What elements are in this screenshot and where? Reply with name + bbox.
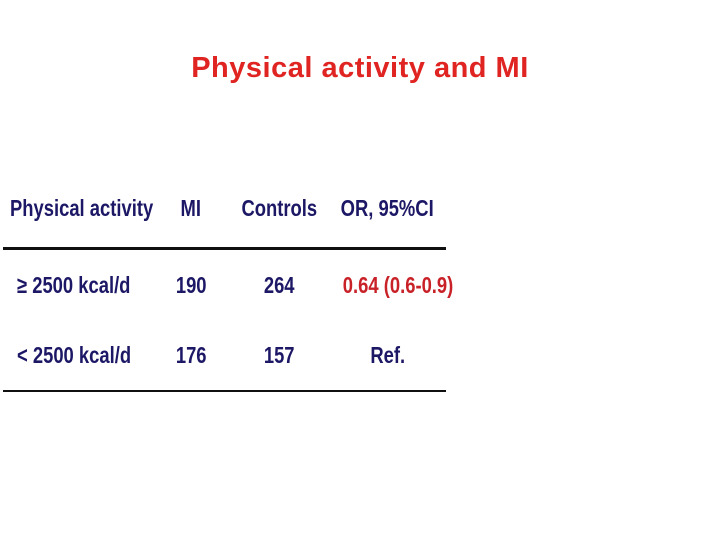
cell-mi: 190	[153, 272, 229, 299]
cell-mi: 176	[153, 342, 229, 369]
header-label-mi: MI	[180, 195, 202, 221]
cell-or-value: Ref.	[370, 341, 405, 368]
header-cell-activity: Physical activity	[3, 195, 153, 222]
cell-or: 0.64 (0.6-0.9)	[329, 272, 453, 299]
table-row-low-activity: < 2500 kcal/d 176 157 Ref.	[3, 320, 446, 390]
page-title: Physical activity and MI	[191, 52, 529, 84]
header-label-controls: Controls	[241, 195, 317, 221]
cell-or-value: 0.64 (0.6-0.9)	[342, 271, 454, 298]
cell-controls: 157	[229, 342, 329, 369]
header-label-or: OR, 95%CI	[340, 195, 435, 221]
cell-or: Ref.	[329, 342, 446, 369]
header-cell-mi: MI	[153, 195, 229, 222]
header-cell-or: OR, 95%CI	[329, 195, 446, 222]
cell-mi-value: 190	[175, 271, 207, 298]
cell-mi-value: 176	[175, 341, 207, 368]
cell-activity: < 2500 kcal/d	[3, 342, 153, 369]
header-cell-controls: Controls	[229, 195, 329, 222]
results-table: Physical activity MI Controls OR, 95%CI …	[3, 170, 453, 392]
cell-activity-value: ≥ 2500 kcal/d	[17, 271, 131, 298]
cell-controls-value: 264	[263, 271, 295, 298]
cell-activity: ≥ 2500 kcal/d	[3, 272, 153, 299]
header-label-activity: Physical activity	[10, 195, 154, 221]
cell-controls-value: 157	[263, 341, 295, 368]
table-row-high-activity: ≥ 2500 kcal/d 190 264 0.64 (0.6-0.9)	[3, 250, 453, 320]
table-header-row: Physical activity MI Controls OR, 95%CI	[3, 170, 446, 247]
cell-activity-value: < 2500 kcal/d	[17, 341, 132, 368]
table-bottom-divider	[3, 390, 446, 392]
header-divider	[3, 247, 446, 250]
cell-controls: 264	[229, 272, 329, 299]
